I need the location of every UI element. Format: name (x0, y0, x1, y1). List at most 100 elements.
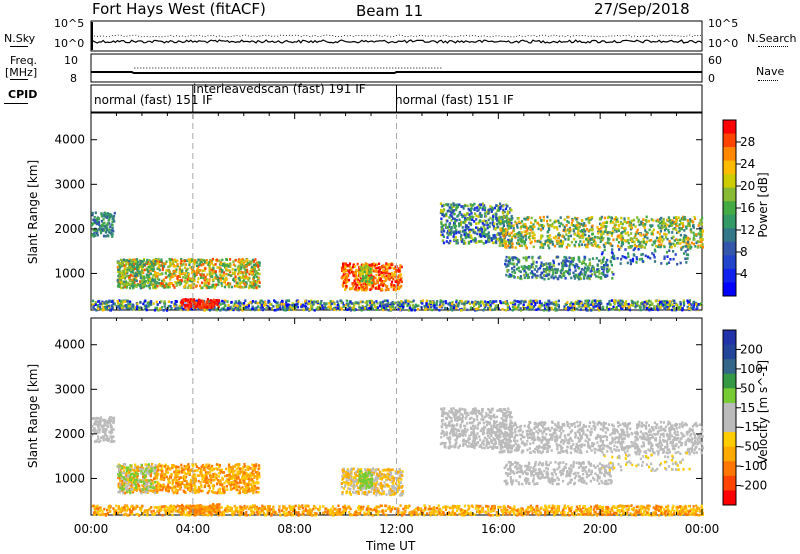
power-cell (531, 227, 534, 231)
power-cell (141, 275, 144, 278)
power-cell (401, 301, 404, 304)
power-cell (103, 307, 106, 311)
power-cell (507, 261, 510, 264)
power-cell (649, 256, 652, 260)
power-cell (610, 234, 613, 237)
power-cell (628, 246, 631, 249)
power-cell (126, 285, 129, 288)
power-cell (606, 216, 609, 220)
power-cell (512, 234, 515, 238)
power-cell (522, 256, 525, 260)
power-cell (489, 300, 492, 303)
power-cell (668, 249, 671, 252)
power-cell (668, 300, 672, 303)
power-cell (688, 237, 691, 241)
power-cell (553, 244, 557, 248)
power-cell (147, 266, 150, 269)
power-cell (421, 302, 424, 305)
power-cell (439, 304, 442, 307)
power-cell (667, 216, 670, 219)
power-cell (344, 281, 347, 284)
power-cell (491, 301, 494, 305)
power-cell (132, 272, 135, 275)
power-cell (530, 221, 533, 225)
power-cell (153, 308, 157, 312)
power-cell (317, 306, 320, 309)
power-cell (199, 299, 202, 302)
power-cell (553, 226, 556, 229)
power-cell (506, 231, 509, 234)
power-cell (184, 263, 188, 266)
power-cell (361, 267, 364, 270)
power-cell (394, 288, 397, 292)
power-cell (121, 302, 124, 306)
power-cell (219, 303, 222, 306)
power-cell (514, 305, 517, 309)
power-cell (517, 235, 520, 239)
power-cell (484, 228, 487, 232)
power-cell (624, 239, 627, 243)
power-cell (565, 256, 568, 259)
power-cell (461, 238, 464, 241)
power-cell (454, 236, 457, 239)
power-cell (516, 257, 519, 261)
power-cell (342, 262, 345, 266)
power-cell (366, 281, 369, 285)
power-cell (227, 265, 230, 268)
power-cell (540, 234, 543, 237)
power-cell (220, 276, 223, 280)
power-cell (444, 223, 447, 226)
power-cell (517, 234, 520, 237)
power-cell (423, 304, 426, 308)
power-cell (537, 256, 540, 260)
power-cell (524, 218, 527, 221)
power-cell (675, 224, 678, 228)
power-cell (111, 306, 114, 310)
power-cell (301, 304, 304, 307)
power-cell (580, 234, 583, 238)
power-cell (237, 268, 240, 271)
power-cell (345, 269, 348, 272)
power-cell (450, 228, 453, 231)
power-cell (693, 217, 697, 221)
power-cell (498, 233, 501, 237)
power-cell (212, 305, 215, 309)
power-cell (368, 270, 371, 273)
power-cell (583, 274, 586, 277)
power-cell (569, 234, 572, 238)
power-cell (513, 268, 516, 272)
power-cell (569, 228, 572, 231)
power-cell (448, 231, 451, 235)
power-cell (92, 235, 95, 238)
power-cell (180, 307, 183, 311)
power-cell (349, 266, 352, 270)
power-cell (195, 305, 198, 308)
power-cell (673, 239, 676, 242)
power-cell (150, 280, 153, 284)
power-cell (369, 264, 372, 267)
power-cell (240, 281, 243, 284)
power-cell (204, 281, 207, 285)
power-cell (111, 300, 114, 303)
power-cell (190, 303, 193, 306)
power-cell (461, 205, 464, 208)
power-cell (346, 273, 349, 276)
power-cell (135, 274, 138, 277)
power-cell (369, 288, 372, 291)
power-cell (495, 217, 498, 220)
power-cell (255, 306, 258, 310)
power-cell (122, 269, 125, 273)
power-cell (154, 260, 157, 263)
power-cell (429, 301, 432, 304)
power-cell (352, 263, 355, 267)
power-cell (540, 242, 543, 245)
power-cell (578, 232, 581, 236)
power-cell (605, 225, 608, 228)
power-cell (111, 232, 114, 236)
power-cell (212, 267, 215, 270)
power-cell (638, 243, 641, 247)
power-cell (225, 283, 228, 287)
power-cell (628, 306, 631, 309)
power-cell (431, 300, 434, 304)
power-cell (227, 284, 230, 288)
